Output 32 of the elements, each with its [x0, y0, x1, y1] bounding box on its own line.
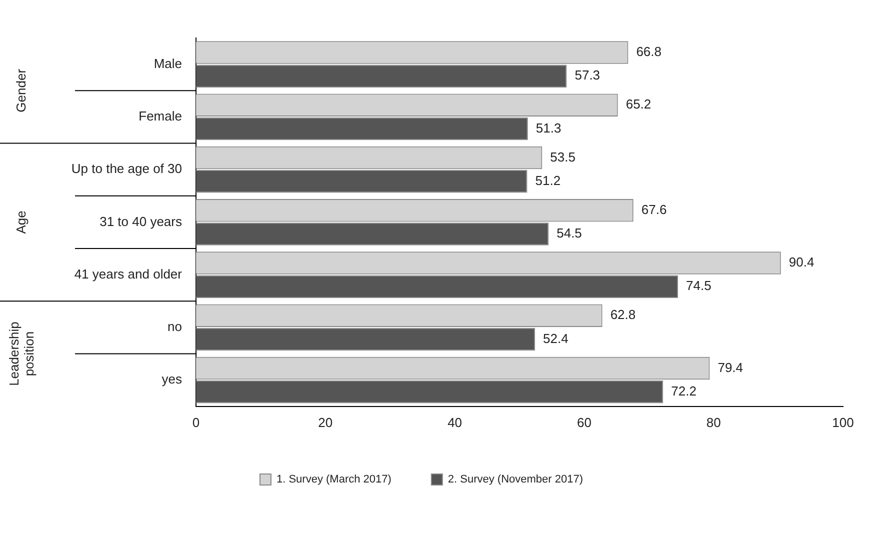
- y-tick-label: Female: [138, 108, 182, 124]
- x-tick-label: 40: [448, 414, 462, 430]
- data-label: 72.2: [671, 384, 696, 399]
- data-label: 62.8: [610, 307, 636, 322]
- x-tick-label: 20: [318, 414, 333, 430]
- y-tick-label: 41 years and older: [74, 266, 183, 282]
- data-label: 57.3: [574, 68, 600, 83]
- x-tick-label: 100: [832, 414, 854, 430]
- data-label: 65.2: [626, 96, 652, 112]
- x-tick-label: 60: [576, 414, 592, 430]
- data-label: 51.3: [536, 120, 562, 136]
- y-tick-label: Male: [154, 56, 182, 71]
- data-label: 67.6: [641, 202, 667, 217]
- data-label: 79.4: [718, 360, 744, 375]
- y-tick-label: 31 to 40 years: [100, 214, 182, 229]
- x-tick-label: 80: [706, 414, 721, 430]
- text: Gender: [14, 68, 29, 112]
- data-label: 66.8: [636, 44, 662, 60]
- text: Leadership position: [6, 322, 37, 386]
- data-label: 54.5: [556, 226, 582, 241]
- data-label: 90.4: [788, 254, 814, 270]
- y-tick-label: yes: [162, 372, 182, 387]
- text: Age: [14, 210, 29, 234]
- legend-label: 2. Survey (November 2017): [448, 474, 584, 486]
- data-label: 53.5: [550, 149, 576, 164]
- y-tick-label: Up to the age of 30: [71, 161, 182, 176]
- data-label: 51.2: [535, 172, 561, 188]
- legend-label: 1. Survey (March 2017): [276, 474, 392, 486]
- y-tick-label: no: [168, 319, 182, 334]
- x-tick-label: 0: [192, 414, 200, 430]
- data-label: 74.5: [686, 278, 712, 294]
- data-label: 52.4: [543, 330, 568, 346]
